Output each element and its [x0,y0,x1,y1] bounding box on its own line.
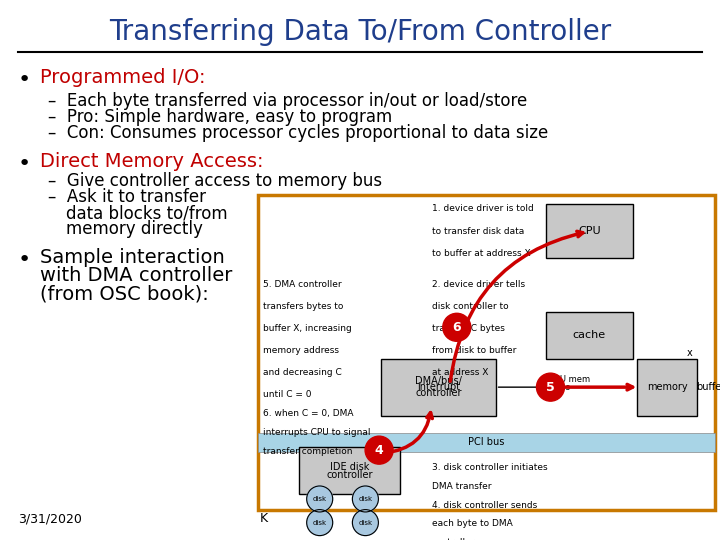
Text: interrupt: interrupt [417,382,460,392]
Text: cache: cache [573,330,606,340]
Circle shape [365,436,393,464]
Text: memory address: memory address [263,346,338,355]
Text: controller: controller [415,388,462,398]
Text: buffer X, increasing: buffer X, increasing [263,324,351,333]
Text: 4. disk controller sends: 4. disk controller sends [432,501,537,510]
Circle shape [307,486,333,512]
FancyBboxPatch shape [299,447,400,494]
Text: until C = 0: until C = 0 [263,390,311,399]
Circle shape [352,486,379,512]
Text: 2. device driver tells: 2. device driver tells [432,280,525,289]
Text: with DMA controller: with DMA controller [40,266,233,285]
FancyBboxPatch shape [546,205,633,258]
Text: interrupts CPU to signal: interrupts CPU to signal [263,428,370,437]
Text: – CPU mem: – CPU mem [542,375,590,383]
Text: data blocks to/from: data blocks to/from [66,204,228,222]
Text: Transferring Data To/From Controller: Transferring Data To/From Controller [109,18,611,46]
Text: K: K [260,512,268,525]
Text: memory: memory [647,382,688,392]
Text: PCI bus: PCI bus [468,437,505,447]
Text: Programmed I/O:: Programmed I/O: [40,68,205,87]
Text: 4: 4 [374,444,384,457]
Text: 6: 6 [452,321,461,334]
Text: –  Pro: Simple hardware, easy to program: – Pro: Simple hardware, easy to program [48,108,392,126]
FancyBboxPatch shape [258,433,715,452]
Text: DMA transfer: DMA transfer [432,482,491,491]
Text: buffer: buffer [696,382,720,392]
Text: bus –: bus – [555,383,577,391]
Text: 3. disk controller initiates: 3. disk controller initiates [432,463,547,472]
Text: –  Give controller access to memory bus: – Give controller access to memory bus [48,172,382,190]
Circle shape [352,510,379,536]
Text: (from OSC book):: (from OSC book): [40,284,209,303]
Text: disk: disk [359,519,372,525]
Text: disk: disk [312,496,327,502]
Text: •: • [18,154,31,174]
Text: transfer completion: transfer completion [263,447,352,456]
Text: memory directly: memory directly [66,220,203,238]
Text: and decreasing C: and decreasing C [263,368,341,377]
Text: 5: 5 [546,381,555,394]
Text: controller: controller [432,538,475,540]
Text: disk: disk [359,496,372,502]
Text: –  Con: Consumes processor cycles proportional to data size: – Con: Consumes processor cycles proport… [48,124,548,142]
Text: disk controller to: disk controller to [432,302,508,311]
Circle shape [443,313,471,341]
Text: 1. device driver is told: 1. device driver is told [432,205,534,213]
Text: Direct Memory Access:: Direct Memory Access: [40,152,264,171]
Circle shape [536,373,564,401]
Text: •: • [18,250,31,270]
Text: from disk to buffer: from disk to buffer [432,346,516,355]
Text: 5. DMA controller: 5. DMA controller [263,280,341,289]
Text: •: • [18,70,31,90]
Text: to buffer at address X: to buffer at address X [432,248,531,258]
FancyBboxPatch shape [546,312,633,359]
Text: DMA/bus/: DMA/bus/ [415,376,462,386]
Text: 3/31/2020: 3/31/2020 [18,512,82,525]
Text: at address X: at address X [432,368,488,377]
Text: 6. when C = 0, DMA: 6. when C = 0, DMA [263,409,353,418]
Text: Sample interaction: Sample interaction [40,248,225,267]
Text: transfers bytes to: transfers bytes to [263,302,343,311]
Text: CPU: CPU [578,226,600,236]
Text: each byte to DMA: each byte to DMA [432,519,513,529]
Text: to transfer disk data: to transfer disk data [432,226,524,235]
Text: controller: controller [326,470,373,480]
Text: transfer C bytes: transfer C bytes [432,324,505,333]
FancyBboxPatch shape [258,195,715,510]
FancyBboxPatch shape [382,359,495,415]
Text: –  Each byte transferred via processor in/out or load/store: – Each byte transferred via processor in… [48,92,527,110]
Text: disk: disk [312,519,327,525]
Text: –  Ask it to transfer: – Ask it to transfer [48,188,206,206]
Circle shape [307,510,333,536]
Text: x: x [686,348,692,357]
FancyBboxPatch shape [637,359,697,415]
Text: IDE disk: IDE disk [330,462,369,471]
